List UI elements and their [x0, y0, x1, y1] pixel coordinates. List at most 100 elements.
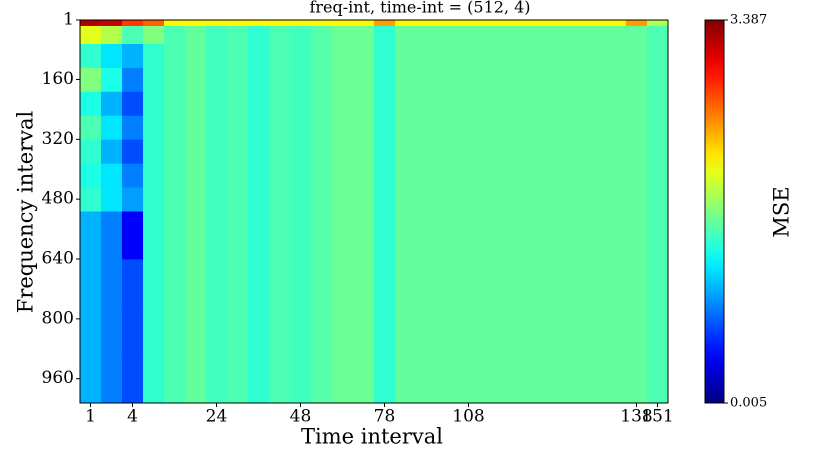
- heatmap-cell: [542, 211, 564, 260]
- heatmap-cell: [605, 67, 627, 93]
- heatmap-cell: [563, 25, 585, 45]
- heatmap-cell: [290, 187, 312, 212]
- heatmap-cell: [269, 307, 291, 356]
- heatmap-cell: [395, 355, 417, 404]
- heatmap-cell: [395, 91, 417, 117]
- heatmap-cell: [185, 20, 207, 27]
- heatmap-cell: [647, 139, 669, 165]
- heatmap-cell: [353, 307, 375, 356]
- heatmap-cell: [248, 43, 270, 69]
- heatmap-cell: [206, 355, 228, 404]
- heatmap-cell: [458, 211, 480, 260]
- heatmap-cell: [563, 355, 585, 404]
- heatmap-cell: [626, 115, 648, 141]
- heatmap-cell: [80, 139, 102, 165]
- heatmap-cell: [290, 211, 312, 260]
- heatmap-cell: [542, 187, 564, 212]
- heatmap-cell: [458, 20, 480, 27]
- heatmap-cell: [521, 115, 543, 141]
- heatmap-cell: [542, 67, 564, 93]
- heatmap-cell: [374, 211, 396, 260]
- heatmap-cell: [374, 91, 396, 117]
- heatmap-cell: [605, 139, 627, 165]
- heatmap-cell: [80, 25, 102, 45]
- heatmap-cell: [563, 91, 585, 117]
- heatmap-cell: [269, 211, 291, 260]
- heatmap-cell: [248, 307, 270, 356]
- heatmap-cell: [416, 211, 438, 260]
- heatmap-cell: [206, 211, 228, 260]
- heatmap-cell: [521, 20, 543, 27]
- heatmap-cell: [626, 139, 648, 165]
- heatmap-cell: [269, 25, 291, 45]
- heatmap-cell: [206, 307, 228, 356]
- heatmap-cell: [605, 307, 627, 356]
- heatmap-cell: [332, 43, 354, 69]
- heatmap-cell: [395, 187, 417, 212]
- heatmap-cell: [563, 139, 585, 165]
- heatmap-cell: [584, 211, 606, 260]
- heatmap-cell: [374, 20, 396, 27]
- heatmap-cell: [269, 259, 291, 308]
- heatmap-cell: [248, 163, 270, 189]
- heatmap-cell: [563, 163, 585, 189]
- heatmap-cell: [458, 139, 480, 165]
- heatmap-cell: [353, 139, 375, 165]
- heatmap-cell: [626, 355, 648, 404]
- heatmap-cell: [185, 43, 207, 69]
- heatmap-cell: [458, 91, 480, 117]
- heatmap-cell: [647, 91, 669, 117]
- heatmap-cell: [290, 67, 312, 93]
- heatmap-cell: [458, 115, 480, 141]
- heatmap-cell: [437, 259, 459, 308]
- heatmap-cell: [437, 355, 459, 404]
- heatmap-cell: [164, 67, 186, 93]
- heatmap-cell: [227, 163, 249, 189]
- heatmap-cell: [374, 43, 396, 69]
- heatmap-cell: [479, 91, 501, 117]
- heatmap-cell: [80, 211, 102, 260]
- heatmap-cell: [500, 211, 522, 260]
- heatmap-cell: [290, 43, 312, 69]
- heatmap-cell: [332, 259, 354, 308]
- heatmap-cell: [164, 20, 186, 27]
- heatmap-cell: [122, 163, 144, 189]
- heatmap-cell: [395, 25, 417, 45]
- heatmap-cell: [311, 91, 333, 117]
- heatmap-cell: [395, 259, 417, 308]
- heatmap-cell: [626, 211, 648, 260]
- colorbar: [704, 19, 725, 404]
- heatmap-cell: [227, 139, 249, 165]
- heatmap-cell: [248, 67, 270, 93]
- heatmap-cell: [290, 355, 312, 404]
- heatmap-cell: [626, 25, 648, 45]
- heatmap-cell: [395, 307, 417, 356]
- heatmap-cell: [395, 115, 417, 141]
- heatmap-cell: [122, 187, 144, 212]
- heatmap-cell: [290, 115, 312, 141]
- heatmap-cell: [269, 20, 291, 27]
- heatmap-cell: [185, 163, 207, 189]
- heatmap-cell: [290, 20, 312, 27]
- heatmap-cell: [647, 259, 669, 308]
- heatmap-cell: [500, 43, 522, 69]
- heatmap-cell: [542, 43, 564, 69]
- heatmap-cell: [479, 20, 501, 27]
- y-tick-label: 960: [42, 368, 74, 388]
- heatmap-cell: [479, 307, 501, 356]
- heatmap-cell: [290, 259, 312, 308]
- heatmap-cell: [206, 91, 228, 117]
- heatmap-cell: [395, 43, 417, 69]
- x-tick-label: 151: [641, 407, 673, 427]
- heatmap-cell: [479, 25, 501, 45]
- heatmap-cell: [311, 43, 333, 69]
- heatmap-cell: [584, 67, 606, 93]
- heatmap-cell: [605, 163, 627, 189]
- heatmap-cell: [311, 355, 333, 404]
- heatmap-cell: [416, 187, 438, 212]
- x-axis-label: Time interval: [301, 425, 443, 449]
- heatmap-cell: [521, 259, 543, 308]
- heatmap-cell: [458, 355, 480, 404]
- heatmap-cell: [143, 163, 165, 189]
- heatmap-cell: [542, 20, 564, 27]
